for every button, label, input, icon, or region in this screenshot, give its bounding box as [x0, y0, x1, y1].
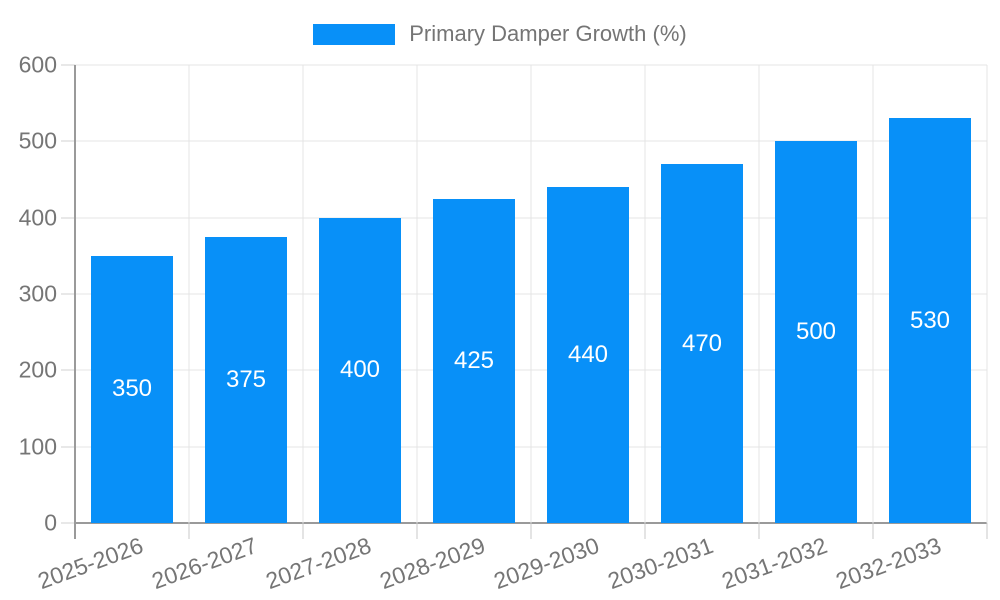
- y-axis-tick: [61, 293, 75, 295]
- y-axis-tick: [61, 522, 75, 524]
- x-axis-tick: [872, 523, 874, 539]
- bar-value-label: 500: [795, 318, 837, 346]
- bar-value-label: 400: [339, 356, 381, 384]
- y-axis-line: [74, 65, 76, 539]
- y-axis-tick-label: 600: [18, 51, 57, 78]
- y-axis-tick-label: 100: [18, 433, 57, 460]
- vertical-gridline: [986, 65, 988, 523]
- x-axis-category-label: 2029-2030: [490, 532, 603, 595]
- vertical-gridline: [188, 65, 190, 523]
- x-axis-tick: [644, 523, 646, 539]
- y-axis-tick: [61, 446, 75, 448]
- plot-area: 0 100 200 300 400 500 600 350 2025-2026 375 2026-2…: [19, 53, 988, 594]
- legend[interactable]: Primary Damper Growth (%): [0, 21, 1000, 47]
- y-axis-tick: [61, 369, 75, 371]
- x-axis-tick: [302, 523, 304, 539]
- bar[interactable]: [433, 198, 515, 523]
- x-axis-category-label: 2028-2029: [376, 532, 489, 595]
- vertical-gridline: [530, 65, 532, 523]
- y-axis-tick: [61, 140, 75, 142]
- x-axis-category-label: 2032-2033: [832, 532, 945, 595]
- x-axis-category-label: 2025-2026: [34, 532, 147, 595]
- x-axis-tick: [530, 523, 532, 539]
- bar[interactable]: [889, 118, 971, 523]
- x-axis-tick: [188, 523, 190, 539]
- x-axis-category-label: 2030-2031: [604, 532, 717, 595]
- bar[interactable]: [205, 236, 287, 523]
- vertical-gridline: [644, 65, 646, 523]
- x-axis-category-label: 2031-2032: [718, 532, 831, 595]
- bar-value-label: 470: [681, 329, 723, 357]
- bar[interactable]: [775, 141, 857, 523]
- y-axis-tick-label: 400: [18, 204, 57, 231]
- y-axis-tick-label: 300: [18, 280, 57, 307]
- x-axis-tick: [758, 523, 760, 539]
- x-axis-category-label: 2026-2027: [148, 532, 261, 595]
- y-axis-tick: [61, 217, 75, 219]
- y-axis-tick-label: 0: [44, 509, 57, 536]
- x-axis-tick: [416, 523, 418, 539]
- bar-value-label: 530: [909, 306, 951, 334]
- x-axis-category-label: 2027-2028: [262, 532, 375, 595]
- legend-swatch: [313, 23, 396, 45]
- bar-value-label: 375: [225, 365, 267, 393]
- bar[interactable]: [661, 164, 743, 523]
- y-axis-tick: [61, 64, 75, 66]
- bar-value-label: 350: [111, 375, 153, 403]
- y-axis-tick-label: 500: [18, 127, 57, 154]
- vertical-gridline: [302, 65, 304, 523]
- bar[interactable]: [91, 255, 173, 523]
- bar-value-label: 440: [567, 341, 609, 369]
- vertical-gridline: [872, 65, 874, 523]
- x-axis-tick: [986, 523, 988, 539]
- vertical-gridline: [758, 65, 760, 523]
- bar-value-label: 425: [453, 346, 495, 374]
- bar[interactable]: [547, 187, 629, 523]
- legend-label: Primary Damper Growth (%): [409, 21, 687, 46]
- bar[interactable]: [319, 217, 401, 523]
- y-axis-tick-label: 200: [18, 356, 57, 383]
- vertical-gridline: [416, 65, 418, 523]
